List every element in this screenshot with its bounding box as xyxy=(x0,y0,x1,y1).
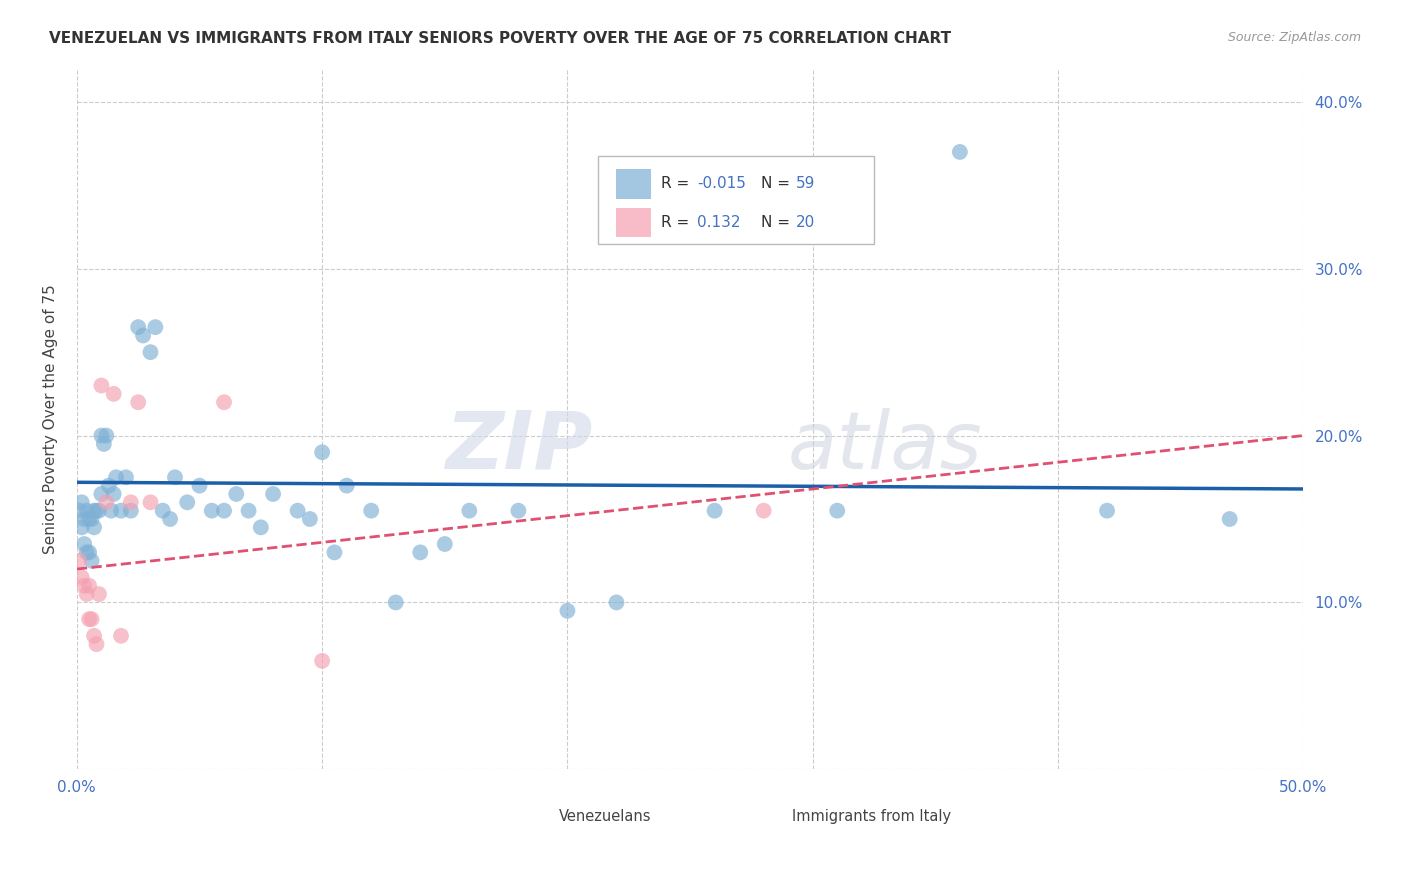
Point xyxy=(250,520,273,534)
Point xyxy=(115,470,138,484)
Point xyxy=(105,470,128,484)
FancyBboxPatch shape xyxy=(616,169,651,199)
Point xyxy=(825,503,848,517)
Point xyxy=(120,503,142,517)
Point xyxy=(127,395,149,409)
Point xyxy=(127,320,149,334)
Point xyxy=(93,437,115,451)
Point xyxy=(76,587,98,601)
Point xyxy=(311,654,333,668)
Point xyxy=(262,487,284,501)
Point xyxy=(83,520,105,534)
Point xyxy=(1219,512,1241,526)
Point xyxy=(70,520,93,534)
Point xyxy=(120,495,142,509)
Point xyxy=(83,629,105,643)
Point xyxy=(287,503,309,517)
Text: Immigrants from Italy: Immigrants from Italy xyxy=(792,809,950,824)
Point xyxy=(77,512,100,526)
Point xyxy=(86,503,108,517)
Point xyxy=(949,145,972,159)
Point xyxy=(67,503,90,517)
Point xyxy=(87,587,110,601)
Text: N =: N = xyxy=(761,177,794,191)
Point xyxy=(323,545,346,559)
Point xyxy=(605,595,627,609)
Point xyxy=(90,487,112,501)
Point xyxy=(70,570,93,584)
Point xyxy=(67,554,90,568)
Point xyxy=(83,503,105,517)
Y-axis label: Seniors Poverty Over the Age of 75: Seniors Poverty Over the Age of 75 xyxy=(44,284,58,554)
Point xyxy=(384,595,406,609)
Point xyxy=(86,637,108,651)
Point xyxy=(96,428,118,442)
Point xyxy=(433,537,456,551)
Point xyxy=(336,478,359,492)
Point xyxy=(212,395,235,409)
Point xyxy=(188,478,211,492)
Point xyxy=(176,495,198,509)
Point xyxy=(80,554,103,568)
Point xyxy=(96,495,118,509)
Text: Source: ZipAtlas.com: Source: ZipAtlas.com xyxy=(1227,31,1361,45)
Point xyxy=(298,512,321,526)
Text: Venezuelans: Venezuelans xyxy=(558,809,651,824)
Text: 59: 59 xyxy=(796,177,815,191)
FancyBboxPatch shape xyxy=(512,801,547,826)
Point xyxy=(557,604,579,618)
Text: -0.015: -0.015 xyxy=(697,177,747,191)
Point xyxy=(238,503,260,517)
Point xyxy=(100,503,122,517)
Point xyxy=(76,545,98,559)
Point xyxy=(139,495,162,509)
Point xyxy=(703,503,725,517)
Point xyxy=(159,512,181,526)
Text: atlas: atlas xyxy=(789,408,983,486)
Point xyxy=(139,345,162,359)
Point xyxy=(80,512,103,526)
Point xyxy=(409,545,432,559)
Point xyxy=(97,478,120,492)
Point xyxy=(110,629,132,643)
Text: VENEZUELAN VS IMMIGRANTS FROM ITALY SENIORS POVERTY OVER THE AGE OF 75 CORRELATI: VENEZUELAN VS IMMIGRANTS FROM ITALY SENI… xyxy=(49,31,952,46)
Point xyxy=(311,445,333,459)
Point xyxy=(152,503,174,517)
Point xyxy=(77,545,100,559)
Point xyxy=(752,503,775,517)
Point xyxy=(77,579,100,593)
Point xyxy=(225,487,247,501)
Point xyxy=(87,503,110,517)
Point xyxy=(212,503,235,517)
Point xyxy=(76,503,98,517)
Point xyxy=(201,503,224,517)
Text: N =: N = xyxy=(761,215,794,230)
Text: R =: R = xyxy=(661,215,699,230)
Point xyxy=(458,503,481,517)
Point xyxy=(1095,503,1118,517)
Text: 20: 20 xyxy=(796,215,815,230)
Point xyxy=(73,537,96,551)
Point xyxy=(77,612,100,626)
Point xyxy=(110,503,132,517)
Point xyxy=(103,387,125,401)
Point xyxy=(103,487,125,501)
FancyBboxPatch shape xyxy=(616,208,651,237)
Point xyxy=(73,512,96,526)
FancyBboxPatch shape xyxy=(745,801,779,826)
Text: 0.132: 0.132 xyxy=(697,215,741,230)
Text: R =: R = xyxy=(661,177,693,191)
Text: ZIP: ZIP xyxy=(444,408,592,486)
Point xyxy=(70,495,93,509)
Point xyxy=(80,612,103,626)
Point xyxy=(90,428,112,442)
FancyBboxPatch shape xyxy=(598,156,875,244)
Point xyxy=(163,470,186,484)
Point xyxy=(508,503,530,517)
Point xyxy=(360,503,382,517)
Point xyxy=(90,378,112,392)
Point xyxy=(143,320,166,334)
Point xyxy=(132,328,155,343)
Point xyxy=(73,579,96,593)
